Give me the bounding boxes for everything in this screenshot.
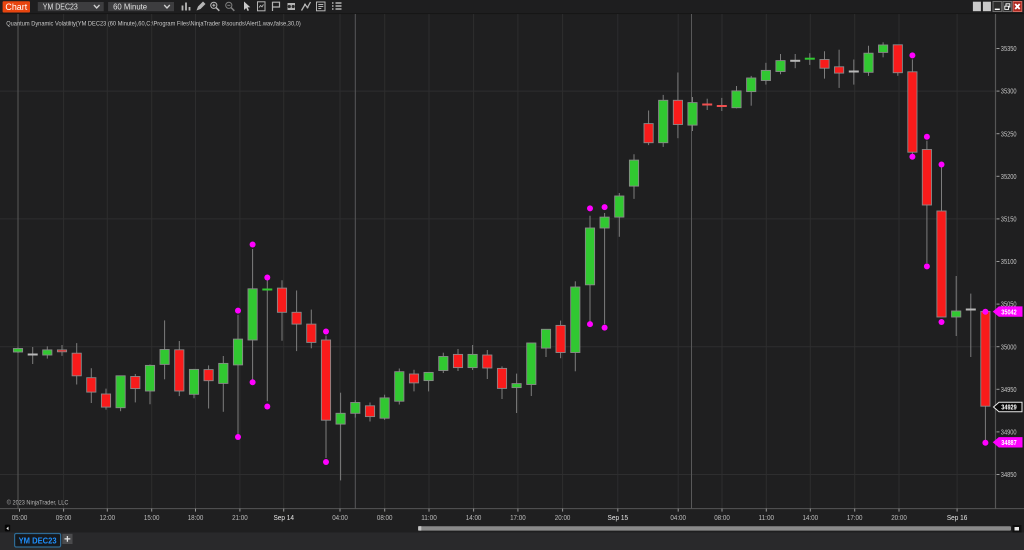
svg-text:YM DEC23: YM DEC23 bbox=[19, 536, 58, 545]
svg-text:05:00: 05:00 bbox=[12, 513, 28, 522]
svg-text:11:00: 11:00 bbox=[421, 513, 437, 522]
svg-text:14:00: 14:00 bbox=[466, 513, 482, 522]
svg-text:35250: 35250 bbox=[1001, 129, 1017, 138]
svg-text:Sep 14: Sep 14 bbox=[273, 513, 294, 522]
svg-text:17:00: 17:00 bbox=[847, 513, 863, 522]
svg-text:20:00: 20:00 bbox=[891, 513, 907, 522]
svg-text:35000: 35000 bbox=[1001, 342, 1017, 351]
svg-text:34950: 34950 bbox=[1001, 385, 1017, 394]
svg-text:YM DEC23: YM DEC23 bbox=[43, 2, 78, 11]
svg-text:34929: 34929 bbox=[1001, 403, 1016, 412]
svg-text:15:00: 15:00 bbox=[144, 513, 160, 522]
svg-text:04:00: 04:00 bbox=[332, 513, 348, 522]
svg-text:21:00: 21:00 bbox=[232, 513, 248, 522]
svg-text:35100: 35100 bbox=[1001, 257, 1017, 266]
svg-text:18:00: 18:00 bbox=[188, 513, 204, 522]
svg-text:35350: 35350 bbox=[1001, 44, 1017, 53]
svg-text:Chart: Chart bbox=[5, 2, 27, 12]
svg-text:Quantum Dynamic Volatility(YM: Quantum Dynamic Volatility(YM DEC23 (60 … bbox=[6, 20, 301, 27]
svg-text:35200: 35200 bbox=[1001, 172, 1017, 181]
svg-text:34850: 34850 bbox=[1001, 470, 1017, 479]
svg-text:17:00: 17:00 bbox=[510, 513, 526, 522]
svg-text:60 Minute: 60 Minute bbox=[113, 2, 148, 11]
svg-text:35050: 35050 bbox=[1001, 300, 1017, 309]
svg-text:35300: 35300 bbox=[1001, 87, 1017, 96]
svg-text:Sep 16: Sep 16 bbox=[947, 513, 968, 522]
svg-text:08:00: 08:00 bbox=[377, 513, 393, 522]
svg-text:20:00: 20:00 bbox=[555, 513, 571, 522]
svg-text:12:00: 12:00 bbox=[100, 513, 116, 522]
svg-text:34887: 34887 bbox=[1001, 438, 1016, 447]
svg-text:14:00: 14:00 bbox=[803, 513, 819, 522]
svg-text:08:00: 08:00 bbox=[714, 513, 730, 522]
svg-text:04:00: 04:00 bbox=[670, 513, 686, 522]
svg-text:© 2023 NinjaTrader, LLC: © 2023 NinjaTrader, LLC bbox=[7, 498, 69, 506]
svg-text:35150: 35150 bbox=[1001, 215, 1017, 224]
svg-text:09:00: 09:00 bbox=[56, 513, 72, 522]
svg-text:34900: 34900 bbox=[1001, 428, 1017, 437]
svg-text:11:00: 11:00 bbox=[759, 513, 775, 522]
svg-text:35042: 35042 bbox=[1001, 307, 1016, 316]
svg-text:Sep 15: Sep 15 bbox=[608, 513, 629, 522]
